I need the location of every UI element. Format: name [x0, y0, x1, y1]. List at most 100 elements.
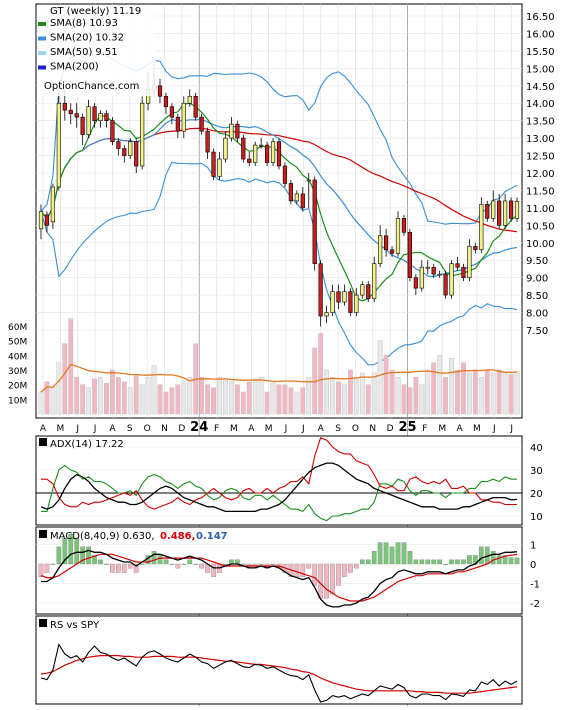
macd-histogram-bar: [461, 559, 466, 565]
macd-histogram-bar: [336, 563, 341, 586]
rs-ma-line: [40, 655, 518, 694]
volume-bar: [348, 369, 353, 415]
legend-series-name: SMA(200): [50, 62, 99, 73]
volume-bar: [324, 369, 329, 415]
macd-histogram-bar: [98, 559, 103, 565]
volume-bar: [455, 369, 460, 415]
candle-down: [74, 113, 79, 118]
macd-histogram-bar: [359, 559, 365, 565]
candle-down: [407, 232, 413, 278]
month-tick-label: N: [369, 424, 376, 434]
price-tick-label: 10.50: [526, 221, 555, 232]
adx-label: ADX(14) 17.22: [50, 439, 124, 450]
candle-down: [366, 284, 371, 299]
month-tick-label: J: [509, 424, 513, 434]
volume-bar: [294, 391, 300, 415]
month-tick-label: A: [456, 424, 463, 434]
candle-up: [223, 137, 228, 160]
volume-bar: [151, 365, 157, 415]
macd-histogram-bar: [407, 550, 413, 565]
macd-histogram-bar: [62, 538, 68, 565]
macd-histogram-bar: [187, 559, 193, 565]
candle-down: [92, 106, 97, 121]
candle-down: [80, 116, 85, 135]
candle-up: [306, 179, 311, 182]
macd-tick-label: 0: [530, 560, 536, 571]
macd-line: [41, 549, 518, 608]
candle-down: [288, 183, 294, 202]
volume-bar: [496, 369, 502, 415]
volume-bar: [401, 384, 407, 415]
macd-histogram-bar: [121, 563, 127, 573]
macd-histogram-bar: [395, 542, 401, 565]
volume-tick-label: 30M: [8, 367, 27, 377]
price-tick-label: 15.50: [526, 47, 555, 58]
volume-avg-line: [40, 363, 518, 393]
candle-up: [437, 273, 442, 276]
macd-histogram-bar: [56, 546, 62, 565]
macd-histogram-bar: [175, 563, 181, 569]
month-tick-label: A: [40, 424, 47, 434]
candle-down: [110, 120, 115, 142]
month-tick-label: J: [492, 424, 496, 434]
candle-up: [98, 113, 103, 121]
volume-bar: [300, 387, 306, 415]
volume-bar: [395, 377, 401, 415]
volume-bar: [353, 377, 359, 415]
volume-bar: [383, 355, 389, 415]
month-tick-label: O: [352, 424, 359, 434]
price-tick-label: 14.50: [526, 82, 555, 93]
volume-bar: [74, 377, 80, 415]
legend-series-value: 9.51: [95, 47, 117, 58]
macd-histogram-bar: [419, 559, 425, 565]
month-tick-label: M: [265, 424, 273, 434]
candle-down: [247, 158, 252, 163]
candle-down: [157, 85, 163, 97]
price-tick-label: 8.50: [526, 291, 548, 302]
macd-legend-swatch: [39, 530, 47, 538]
volume-bar: [98, 377, 103, 415]
volume-bar: [365, 384, 371, 415]
volume-tick-label: 20M: [8, 382, 27, 392]
candle-up: [425, 266, 430, 269]
adx-line: [40, 462, 518, 513]
month-tick-label: S: [127, 424, 133, 434]
volume-bar: [62, 343, 68, 415]
price-tick-label: 13.50: [526, 117, 555, 128]
legend-swatch: [38, 36, 46, 41]
macd-histogram-bar: [389, 546, 395, 565]
candle-down: [348, 291, 353, 313]
macd-histogram-bar: [44, 563, 50, 573]
volume-bar: [109, 369, 115, 415]
volume-bar: [318, 333, 324, 415]
candle-down: [443, 273, 448, 296]
candle-down: [68, 109, 73, 114]
legend-background: [38, 6, 156, 96]
macd-histogram-bar: [330, 563, 335, 595]
candle-down: [318, 263, 323, 317]
adx-legend-swatch: [39, 438, 47, 446]
volume-bar: [44, 381, 50, 415]
month-tick-label: F: [214, 424, 219, 434]
macd-histogram-bar: [467, 555, 472, 565]
macd-histogram-bar: [294, 563, 300, 578]
volume-bar: [359, 372, 365, 415]
macd-histogram-bar: [139, 563, 145, 565]
candle-down: [199, 116, 204, 132]
volume-bar: [276, 384, 282, 415]
candle-up: [514, 200, 520, 219]
macd-histogram-bar: [437, 559, 443, 565]
candle-up: [467, 245, 472, 278]
macd-histogram-bar: [157, 555, 163, 565]
month-tick-label: J: [284, 424, 288, 434]
volume-bar: [234, 384, 240, 415]
macd-histogram-bar: [116, 563, 121, 573]
macd-histogram-bar: [258, 563, 264, 565]
macd-histogram-bar: [193, 563, 199, 565]
volume-bar: [56, 362, 62, 415]
macd-histogram-bar: [425, 559, 431, 565]
bollinger-lower-line: [40, 161, 518, 366]
candle-up: [270, 141, 276, 163]
volume-bar: [145, 377, 151, 415]
macd-histogram-bar: [169, 563, 175, 565]
